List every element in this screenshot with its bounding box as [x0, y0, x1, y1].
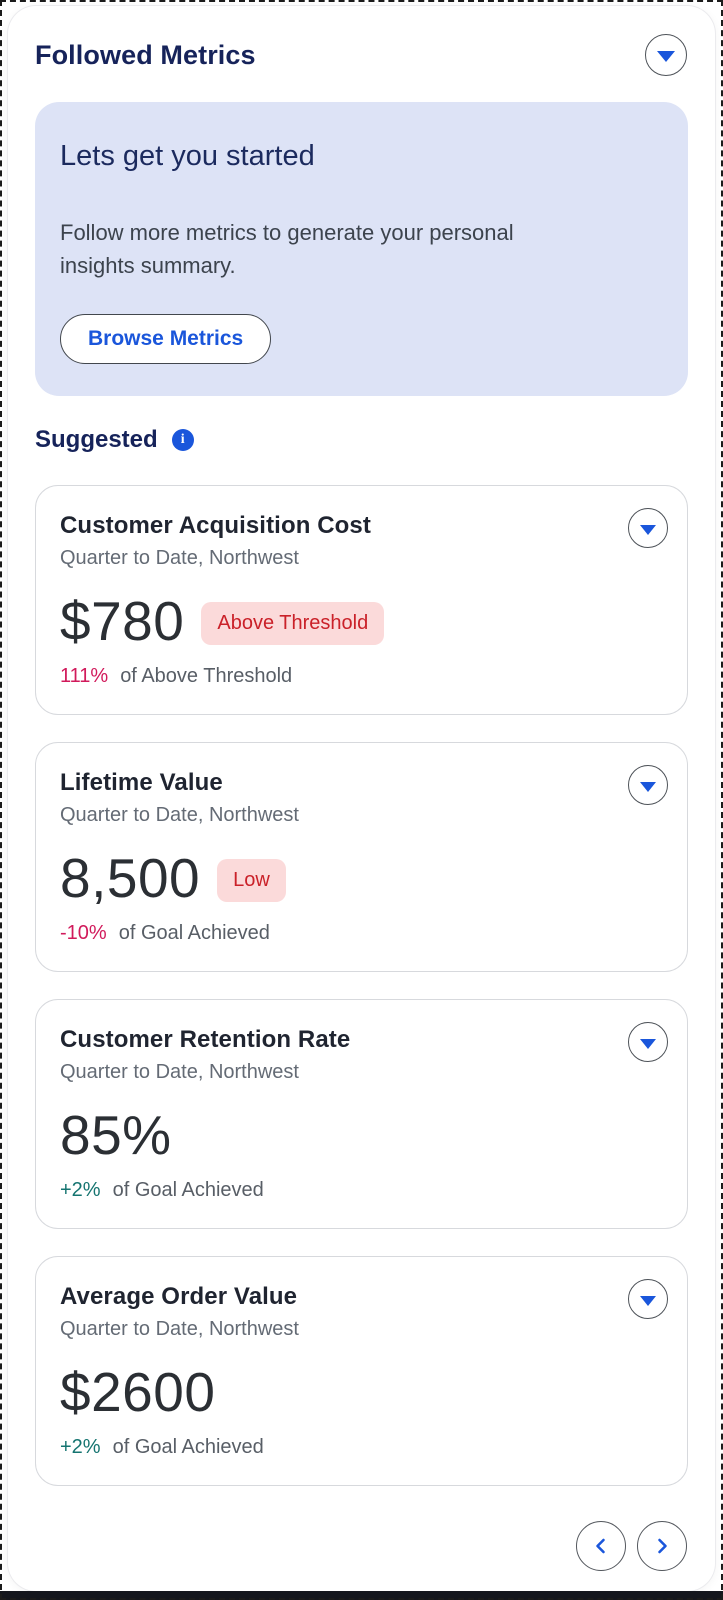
chevron-down-icon: [640, 1038, 656, 1049]
banner-title: Lets get you started: [60, 140, 315, 172]
status-badge: Above Threshold: [201, 602, 385, 645]
metric-title: Customer Acquisition Cost: [60, 512, 371, 539]
browse-metrics-button[interactable]: Browse Metrics: [60, 314, 272, 364]
delta-value: -10%: [60, 922, 107, 944]
metric-subtitle: Quarter to Date, Northwest: [60, 1318, 299, 1340]
metric-value: 85%: [60, 1104, 172, 1166]
metric-value: 8,500: [60, 847, 201, 909]
metric-value-row: 85%: [60, 1108, 663, 1163]
status-badge: Low: [217, 859, 286, 902]
followed-metrics-panel: Followed Metrics Lets get you started Fo…: [8, 6, 715, 1591]
next-page-button[interactable]: [637, 1521, 687, 1571]
card-expand-button[interactable]: [628, 1022, 668, 1062]
suggested-title: Suggested: [35, 426, 158, 453]
delta-label: of Goal Achieved: [112, 1179, 264, 1201]
info-icon[interactable]: [171, 429, 194, 451]
chevron-right-icon: [658, 1538, 667, 1554]
chevron-down-icon: [640, 524, 656, 535]
delta-label: of Goal Achieved: [118, 922, 270, 944]
metric-value: $780: [60, 590, 185, 652]
delta-value: 111%: [60, 665, 109, 687]
previous-page-button[interactable]: [576, 1521, 626, 1571]
metric-title: Average Order Value: [60, 1283, 298, 1310]
suggested-section-header: Suggested: [35, 426, 688, 454]
metric-delta-row: +2% of Goal Achieved: [60, 1179, 663, 1202]
metric-value-row: $780 Above Threshold: [60, 594, 663, 649]
metric-delta-row: 111% of Above Threshold: [60, 665, 663, 688]
carousel-pagination: [35, 1521, 688, 1571]
card-expand-button[interactable]: [628, 508, 668, 548]
metric-value-row: 8,500 Low: [60, 851, 663, 906]
card-expand-button[interactable]: [628, 765, 668, 805]
banner-description: Follow more metrics to generate your per…: [60, 220, 514, 278]
metric-card-customer-retention-rate[interactable]: Customer Retention Rate Quarter to Date,…: [35, 999, 688, 1229]
delta-value: +2%: [60, 1436, 101, 1458]
delta-label: of Above Threshold: [120, 665, 293, 687]
metric-delta-row: -10% of Goal Achieved: [60, 922, 663, 945]
metric-value-row: $2600: [60, 1365, 663, 1420]
chevron-down-icon: [640, 1295, 656, 1306]
metric-subtitle: Quarter to Date, Northwest: [60, 804, 299, 826]
delta-value: +2%: [60, 1179, 101, 1201]
metric-subtitle: Quarter to Date, Northwest: [60, 1061, 299, 1083]
metric-card-average-order-value[interactable]: Average Order Value Quarter to Date, Nor…: [35, 1256, 688, 1486]
panel-header: Followed Metrics: [35, 34, 688, 76]
bottom-cutoff-bar: [0, 1591, 723, 1600]
metric-card-lifetime-value[interactable]: Lifetime Value Quarter to Date, Northwes…: [35, 742, 688, 972]
page-title: Followed Metrics: [35, 39, 256, 70]
chevron-left-icon: [596, 1538, 605, 1554]
chevron-down-icon: [640, 781, 656, 792]
metric-subtitle: Quarter to Date, Northwest: [60, 547, 299, 569]
suggested-metrics-list: Customer Acquisition Cost Quarter to Dat…: [35, 485, 688, 1486]
get-started-banner: Lets get you started Follow more metrics…: [35, 102, 688, 396]
metric-title: Lifetime Value: [60, 769, 223, 796]
card-expand-button[interactable]: [628, 1279, 668, 1319]
metric-delta-row: +2% of Goal Achieved: [60, 1436, 663, 1459]
chevron-down-icon: [657, 51, 675, 62]
metric-title: Customer Retention Rate: [60, 1026, 351, 1053]
delta-label: of Goal Achieved: [112, 1436, 264, 1458]
panel-collapse-button[interactable]: [645, 34, 687, 76]
metric-value: $2600: [60, 1361, 216, 1423]
metric-card-customer-acquisition-cost[interactable]: Customer Acquisition Cost Quarter to Dat…: [35, 485, 688, 715]
